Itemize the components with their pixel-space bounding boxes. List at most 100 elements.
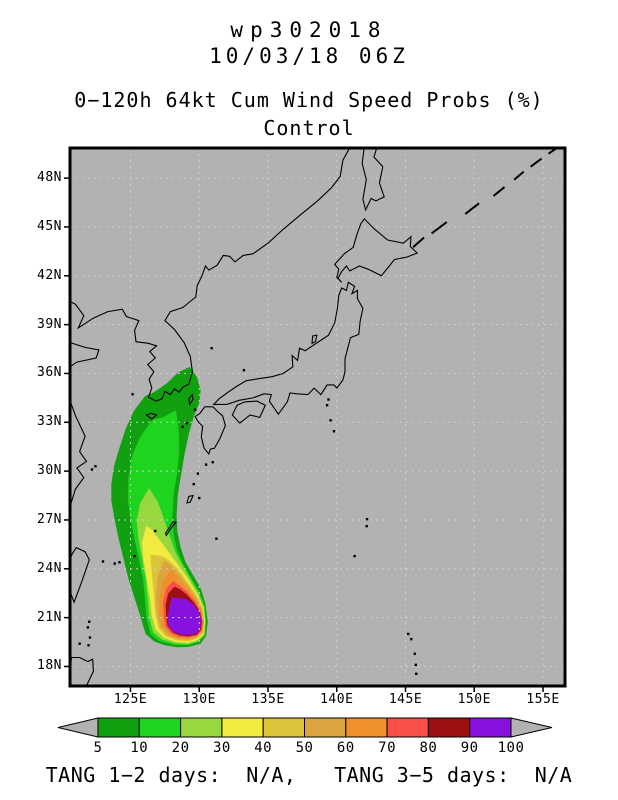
island-dot <box>329 419 332 422</box>
ensemble-member-title: Control <box>263 116 355 140</box>
colorbar-segment-20 <box>180 717 223 738</box>
island-dot <box>327 398 330 401</box>
run-datetime-title: 10/03/18 06Z <box>209 44 409 68</box>
storm-id-title: wp302018 <box>230 18 388 42</box>
island-dot <box>88 636 92 639</box>
product-title: 0−120h 64kt Cum Wind Speed Probs (%) <box>74 88 544 112</box>
colorbar-segment-40 <box>262 717 305 738</box>
island-chain-segment <box>412 236 425 249</box>
island-outline <box>145 412 158 420</box>
island-dot <box>365 517 369 521</box>
colorbar-level-label: 10 <box>130 740 149 756</box>
lon-tick-label: 140E <box>320 692 354 707</box>
lat-tick-label: 48N <box>37 170 62 186</box>
colorbar-level-label: 100 <box>497 740 525 756</box>
coastline-layer <box>70 148 559 686</box>
island-dot <box>413 652 417 655</box>
colorbar-segment-50 <box>304 717 347 738</box>
tang-status-line: TANG 1−2 days: N/A, TANG 3−5 days: N/A <box>45 763 573 787</box>
island-outline <box>70 546 90 604</box>
probability-contour-90 <box>167 597 202 635</box>
island-dot <box>133 554 136 558</box>
coastline <box>70 148 351 402</box>
island-dot <box>131 393 134 396</box>
island-dot <box>94 465 97 468</box>
island-dot <box>88 620 91 623</box>
colorbar-level-label: 50 <box>295 740 314 756</box>
colorbar-segment-90 <box>469 717 512 738</box>
colorbar-segment-10 <box>138 717 182 738</box>
island-dot <box>154 529 157 533</box>
colorbar-segment-30 <box>221 717 264 738</box>
lon-tick-label: 145E <box>388 692 423 707</box>
lat-tick-label: 24N <box>37 560 62 576</box>
lat-tick-label: 42N <box>37 267 62 283</box>
island-outline <box>311 334 318 345</box>
lat-tick-label: 39N <box>37 316 62 332</box>
island-dot <box>185 421 189 425</box>
map-region: 48N 45N 42N 39N 36N 33N 30N 27N 24N 21N 18N 125E 130… <box>0 138 618 707</box>
island-dot <box>86 626 90 629</box>
island-dot <box>365 524 368 528</box>
island-dot <box>414 663 418 667</box>
lat-tick-label: 45N <box>37 218 62 234</box>
map-canvas <box>64 146 567 692</box>
island-chain-segment <box>513 170 525 181</box>
colorbar-level-label: 30 <box>212 740 231 756</box>
colorbar-level-label: 90 <box>460 740 479 756</box>
island-chain-segment <box>530 157 543 168</box>
island-outline <box>361 148 385 212</box>
lat-tick-label: 36N <box>37 365 62 381</box>
island-dot <box>192 482 195 486</box>
island-chain-segment <box>492 186 506 197</box>
contour-layer <box>111 366 208 648</box>
coastline <box>70 398 88 507</box>
island-dot <box>204 463 208 466</box>
island-dot <box>410 637 413 641</box>
lat-tick-label: 21N <box>37 609 62 625</box>
lon-tick-label: 130E <box>182 692 216 707</box>
island-dot <box>196 472 200 475</box>
island-dot <box>113 562 116 565</box>
lon-tick-label: 150E <box>457 692 491 707</box>
lon-tick-label: 155E <box>526 692 560 707</box>
colorbar-right-arrow <box>510 717 553 738</box>
colorbar-segment-80 <box>427 717 471 738</box>
island-dot <box>78 642 81 645</box>
island-dot <box>181 425 184 429</box>
colorbar-level-label: 60 <box>336 740 355 756</box>
lon-tick-label: 135E <box>251 692 285 707</box>
island-dot <box>215 537 218 540</box>
lat-tick-label: 27N <box>37 511 62 527</box>
colorbar-segment-5 <box>97 717 140 738</box>
coastline <box>70 341 100 368</box>
colorbar-canvas <box>57 717 553 738</box>
lat-tick-label: 18N <box>37 658 62 674</box>
colorbar-left-arrow <box>57 717 99 738</box>
island-dot <box>210 347 213 350</box>
island-dot <box>211 460 214 464</box>
island-outline <box>186 494 195 504</box>
colorbar-segment-60 <box>345 717 388 738</box>
map-frame <box>68 146 567 688</box>
lat-tick-label: 30N <box>37 463 62 479</box>
island-dot <box>407 632 410 636</box>
colorbar-level-label: 5 <box>93 740 103 756</box>
island-outline <box>188 393 194 406</box>
island-outline <box>212 281 364 416</box>
island-dot <box>101 560 105 563</box>
colorbar-level-label: 20 <box>171 740 190 756</box>
lat-tick-label: 33N <box>37 414 62 430</box>
island-dot <box>198 496 201 500</box>
island-dot <box>118 561 121 564</box>
island-dot <box>332 430 336 433</box>
island-dot <box>90 468 94 471</box>
island-chain-segment <box>464 202 480 215</box>
lon-tick-label: 125E <box>113 692 148 707</box>
colorbar-segment-70 <box>386 717 429 738</box>
island-outline <box>231 400 267 424</box>
island-dot <box>87 644 90 647</box>
island-dot <box>193 408 197 411</box>
probability-colorbar: 5 10 20 30 40 50 60 70 80 90 100 <box>0 712 618 762</box>
